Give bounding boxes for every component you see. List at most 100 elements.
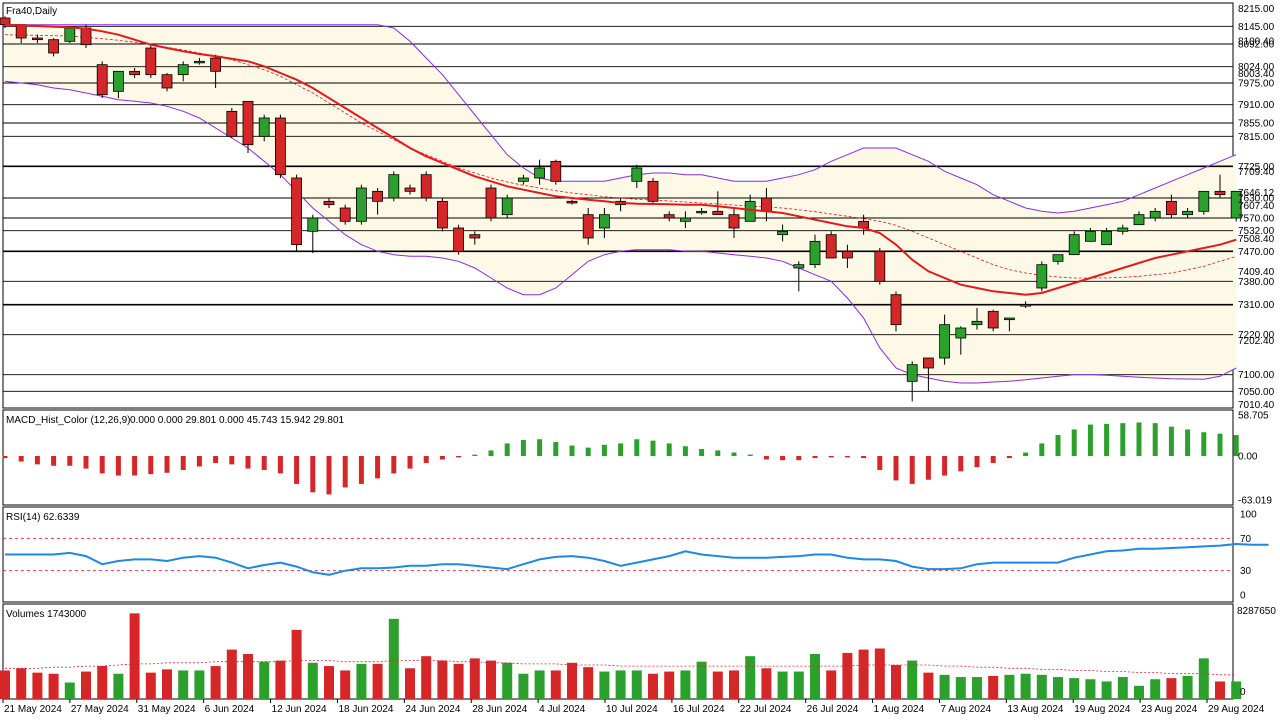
macd-histogram-bar [763, 455, 769, 460]
candle-body[interactable] [113, 70, 124, 92]
candle-body[interactable] [1230, 190, 1242, 219]
macd-histogram-bar [277, 455, 283, 474]
candle-body[interactable] [64, 27, 76, 42]
candle-body[interactable] [793, 264, 805, 269]
candle-body[interactable] [582, 214, 594, 239]
candle-body[interactable] [453, 227, 465, 252]
candle-body[interactable] [874, 250, 886, 282]
candle-body[interactable] [955, 327, 967, 339]
rsi-pane[interactable]: 100 70 30 0 [2, 506, 1269, 603]
macd-histogram-bar [115, 455, 121, 476]
candle-body[interactable] [1004, 317, 1015, 321]
candle-body[interactable] [177, 64, 189, 76]
macd-pane[interactable]: 58.705 0.00 -63.019 [2, 409, 1273, 507]
candle-body[interactable] [631, 167, 643, 182]
candle-body[interactable] [809, 240, 821, 266]
volume-pane[interactable]: 8287650 0 [0, 603, 1276, 700]
candle-body[interactable] [80, 27, 92, 46]
time-axis-label: 16 Jul 2024 [673, 704, 725, 715]
candle-body[interactable] [242, 100, 254, 146]
candle-body[interactable] [1068, 234, 1080, 256]
price-pane[interactable]: 8215.00 8145.00 8092.00 8024.00 7975.00 7910.… [0, 2, 1275, 411]
candle-body[interactable] [291, 177, 303, 246]
candle-body[interactable] [258, 117, 270, 137]
candle-body[interactable] [1085, 230, 1096, 242]
candle-body[interactable] [971, 320, 983, 326]
candle-body[interactable] [647, 180, 659, 202]
candle-body[interactable] [1117, 227, 1129, 232]
candle-body[interactable] [1149, 210, 1161, 219]
candle-body[interactable] [534, 167, 545, 179]
candle-body[interactable] [0, 17, 11, 26]
candle-body[interactable] [193, 60, 205, 64]
candle-body[interactable] [1133, 214, 1145, 226]
candle-body[interactable] [923, 357, 934, 369]
candle-body[interactable] [842, 250, 853, 259]
candle-body[interactable] [744, 200, 756, 222]
candle-body[interactable] [388, 174, 400, 199]
macd-histogram-bar [504, 443, 510, 456]
macd-histogram-bar [472, 454, 478, 456]
candle-body[interactable] [274, 117, 286, 176]
candle-body[interactable] [550, 160, 562, 182]
candle-body[interactable] [761, 197, 772, 212]
candle-body[interactable] [680, 217, 691, 222]
candle-body[interactable] [32, 37, 43, 41]
volume-bar [1182, 675, 1193, 699]
candle-body[interactable] [1166, 200, 1177, 216]
candle-body[interactable] [728, 214, 740, 229]
candle-body[interactable] [1020, 304, 1031, 307]
candle-body[interactable] [339, 207, 351, 222]
macd-histogram-bar [391, 455, 397, 474]
candle-body[interactable] [518, 177, 529, 182]
candle-body[interactable] [939, 324, 950, 359]
candle-body[interactable] [96, 64, 108, 96]
candle-body[interactable] [1214, 190, 1226, 196]
macd-histogram-bar [310, 455, 316, 493]
candle-body[interactable] [663, 214, 675, 219]
candle-body[interactable] [1101, 230, 1112, 246]
candle-body[interactable] [404, 187, 416, 192]
candle-body[interactable] [323, 200, 335, 206]
volume-bar [162, 669, 172, 699]
candle-body[interactable] [599, 214, 610, 229]
candle-body[interactable] [566, 200, 578, 204]
candle-body[interactable] [307, 217, 319, 232]
candle-body[interactable] [1036, 264, 1048, 289]
macd-histogram-bar [180, 455, 186, 470]
candle-body[interactable] [890, 294, 902, 326]
price-axis-label: 7975.00 [1238, 79, 1275, 90]
candle-body[interactable] [372, 190, 384, 202]
candle-body[interactable] [1052, 254, 1064, 262]
candle-body[interactable] [696, 210, 707, 214]
candle-body[interactable] [161, 74, 173, 89]
candle-body[interactable] [226, 110, 238, 137]
candle-body[interactable] [825, 234, 837, 259]
macd-histogram-bar [618, 443, 624, 456]
candle-body[interactable] [145, 47, 157, 76]
candle-body[interactable] [129, 70, 141, 76]
candle-body[interactable] [1182, 210, 1193, 216]
candle-body[interactable] [1198, 190, 1210, 212]
candle-body[interactable] [355, 187, 367, 222]
candle-body[interactable] [712, 210, 724, 216]
candle-body[interactable] [210, 57, 222, 72]
candle-body[interactable] [501, 197, 513, 216]
volume-bar [469, 658, 480, 699]
candle-body[interactable] [48, 39, 59, 54]
candle-body[interactable] [436, 200, 448, 229]
candle-body[interactable] [906, 364, 918, 382]
price-axis-label-overlap: 7709.40 [1238, 167, 1275, 178]
candle-body[interactable] [987, 310, 999, 329]
candle-body[interactable] [420, 174, 432, 199]
candle-body[interactable] [469, 234, 481, 239]
volume-bar [421, 656, 432, 699]
bollinger-lower-line [4, 80, 1237, 384]
candle-body[interactable] [485, 187, 497, 219]
macd-histogram-bar [99, 455, 105, 474]
volume-bar [1134, 685, 1144, 699]
candle-body[interactable] [777, 230, 788, 236]
candle-body[interactable] [15, 24, 27, 39]
